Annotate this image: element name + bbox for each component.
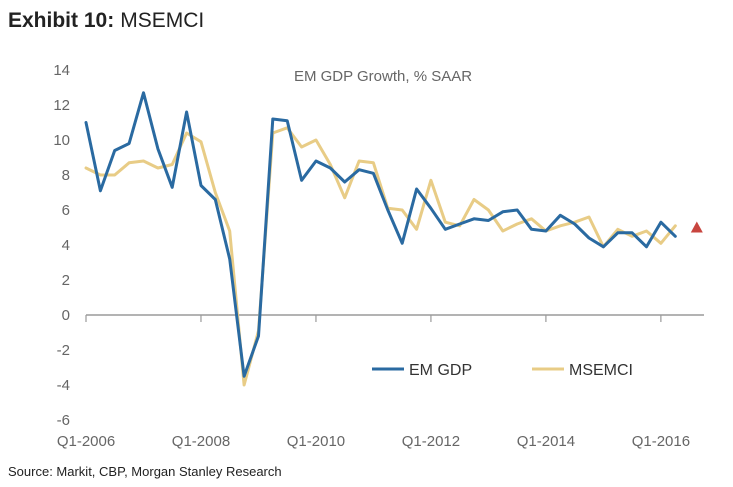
- x-tick-label: Q1-2006: [57, 433, 115, 450]
- y-tick-label: 6: [62, 202, 70, 219]
- x-tick-label: Q1-2014: [517, 433, 575, 450]
- y-tick-label: 14: [53, 62, 70, 79]
- exhibit-label: Exhibit 10:: [8, 9, 115, 32]
- legend-label-msemci: MSEMCI: [569, 362, 633, 379]
- series-line-em-gdp: [84, 91, 677, 378]
- y-tick-label: -4: [57, 377, 70, 394]
- y-tick-label: 8: [62, 167, 70, 184]
- chart-title: EM GDP Growth, % SAAR: [294, 68, 472, 85]
- x-tick-label: Q1-2010: [287, 433, 345, 450]
- series-line-msemci: [84, 126, 677, 387]
- legend-label-em-gdp: EM GDP: [409, 362, 472, 379]
- exhibit-name: MSEMCI: [120, 9, 205, 32]
- x-tick-label: Q1-2012: [402, 433, 460, 450]
- x-tick-label: Q1-2008: [172, 433, 230, 450]
- y-tick-label: 12: [53, 97, 70, 114]
- y-tick-label: -6: [57, 412, 70, 429]
- y-tick-label: 10: [53, 132, 70, 149]
- exhibit-title: Exhibit 10: MSEMCI: [8, 9, 204, 33]
- y-tick-label: 2: [62, 272, 70, 289]
- y-tick-label: 4: [62, 237, 70, 254]
- source-note: Source: Markit, CBP, Morgan Stanley Rese…: [8, 464, 282, 479]
- y-tick-label: -2: [57, 342, 70, 359]
- x-tick-label: Q1-2016: [632, 433, 690, 450]
- y-tick-label: 0: [62, 307, 70, 324]
- latest-value-triangle-marker: [690, 221, 703, 233]
